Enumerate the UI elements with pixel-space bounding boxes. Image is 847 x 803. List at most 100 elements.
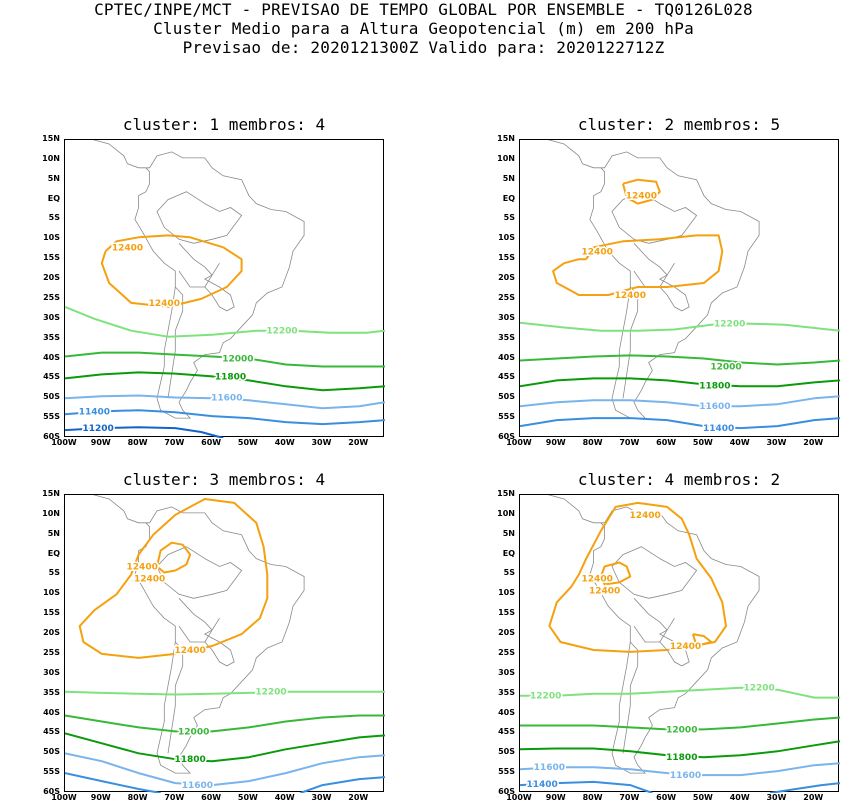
- lat-tick-label: 10S: [43, 233, 60, 243]
- coastline: [178, 598, 213, 643]
- map-frame: 12400 12400 12400 12400 12200 12200 12000 11800…: [519, 494, 840, 793]
- contour-11400: [520, 780, 653, 793]
- coastline: [633, 598, 668, 643]
- contour-label: 12200: [743, 684, 774, 694]
- coastline: [167, 641, 184, 754]
- lon-tick-label: 80W: [582, 438, 603, 447]
- lon-tick-label: 20W: [348, 438, 369, 447]
- lon-tick-label: 50W: [237, 438, 258, 447]
- coastline: [156, 546, 243, 599]
- contour-label: 11600: [699, 402, 730, 412]
- lat-tick-label: 50S: [43, 392, 60, 402]
- lat-tick-label: 35S: [498, 332, 515, 342]
- lat-tick-label: 15N: [497, 134, 515, 143]
- lat-tick-label: 60S: [43, 787, 60, 796]
- contour-11800: [520, 740, 840, 759]
- contour-label: 11600: [211, 394, 242, 404]
- coastline: [94, 140, 305, 419]
- contour-label: 12200: [266, 327, 297, 337]
- lon-tick-label: 40W: [274, 793, 295, 802]
- lat-tick-label: 20S: [498, 628, 515, 638]
- contour-12400: [100, 234, 243, 308]
- contour-label: 11800: [174, 755, 205, 765]
- contour-11400: [769, 782, 840, 793]
- contour-12400: [691, 633, 713, 647]
- contour-11800: [65, 732, 385, 763]
- lon-tick-label: 90W: [90, 438, 111, 447]
- lon-tick-label: 60W: [656, 438, 677, 447]
- coastline: [94, 495, 305, 774]
- lon-tick-label: 30W: [311, 438, 332, 447]
- lon-tick-label: 70W: [619, 438, 640, 447]
- contour-11200: [65, 426, 224, 438]
- lat-tick-label: 5S: [48, 568, 60, 578]
- coastline: [203, 262, 235, 312]
- cluster-panel-3: cluster: 3 membros: 4 12400 12400 12400 1220…: [42, 470, 385, 802]
- contour-label: 12200: [255, 688, 286, 698]
- lat-tick-label: 30S: [43, 312, 60, 322]
- lat-tick-label: 50S: [498, 392, 515, 402]
- coastline: [658, 617, 690, 667]
- lon-tick-label: 60W: [201, 793, 222, 802]
- contour-label: 12400: [589, 586, 620, 596]
- contour-label: 12400: [582, 574, 613, 584]
- lat-tick-label: 45S: [43, 727, 60, 737]
- contour-label: 12400: [174, 646, 205, 656]
- contour-11600: [65, 752, 385, 787]
- lat-tick-label: 30S: [498, 667, 515, 677]
- lat-tick-label: 45S: [498, 727, 515, 737]
- lon-tick-label: 30W: [766, 438, 787, 447]
- contour-map: 12400 12400 12400 12400 12200 12200 12000 11800…: [520, 495, 840, 793]
- lon-tick-label: 80W: [127, 793, 148, 802]
- lat-tick-label: 5N: [502, 173, 515, 183]
- lon-tick-label: 60W: [656, 793, 677, 802]
- coastline: [549, 495, 760, 774]
- contour-label: 11800: [215, 372, 246, 382]
- lat-tick-label: 55S: [43, 412, 60, 422]
- contour-12400: [548, 501, 727, 653]
- lat-tick-label: 35S: [498, 687, 515, 697]
- lon-tick-label: 40W: [729, 793, 750, 802]
- contour-12400: [599, 561, 632, 586]
- lon-tick-label: 80W: [582, 793, 603, 802]
- contour-12000: [520, 716, 840, 731]
- lon-tick-label: 20W: [348, 793, 369, 802]
- panel-title: cluster: 4 membros: 2: [577, 470, 781, 489]
- contour-label: 12000: [710, 363, 741, 373]
- contour-label: 11400: [526, 780, 557, 790]
- contour-label: 12000: [222, 355, 253, 365]
- cluster-panel-2: cluster: 2 membros: 5 12400 12400 12400 1220…: [497, 115, 840, 447]
- coastline: [549, 140, 760, 419]
- coastline: [622, 641, 639, 754]
- lat-tick-label: 10S: [498, 588, 515, 598]
- lon-tick-label: 50W: [692, 438, 713, 447]
- lat-tick-label: 60S: [498, 787, 515, 796]
- lon-tick-label: 50W: [237, 793, 258, 802]
- lat-tick-label: 30S: [43, 667, 60, 677]
- contour-label: 11600: [534, 763, 565, 773]
- contour-11400: [300, 776, 385, 793]
- lon-tick-label: 90W: [545, 793, 566, 802]
- contour-label: 12400: [112, 243, 143, 253]
- coastline: [611, 191, 698, 244]
- lat-tick-label: 15N: [42, 489, 60, 498]
- panel-title: cluster: 3 membros: 4: [122, 470, 326, 489]
- lat-tick-label: 60S: [43, 432, 60, 441]
- contour-11400: [65, 409, 385, 426]
- lat-tick-label: 10N: [42, 153, 60, 163]
- lat-tick-label: 25S: [43, 292, 60, 302]
- lat-tick-label: 55S: [43, 767, 60, 777]
- contour-12200: [520, 686, 840, 699]
- lat-tick-label: 60S: [498, 432, 515, 441]
- lat-tick-label: 15S: [43, 253, 60, 263]
- lon-tick-label: 40W: [729, 438, 750, 447]
- lon-tick-label: 50W: [692, 793, 713, 802]
- contour-12000: [520, 354, 840, 366]
- lat-tick-label: 10N: [42, 508, 60, 518]
- contour-label: 11600: [670, 771, 701, 781]
- contour-12400: [156, 541, 192, 574]
- contour-label: 11200: [82, 424, 113, 434]
- lat-tick-label: 55S: [498, 767, 515, 777]
- coastline: [611, 546, 698, 599]
- contour-11600: [520, 395, 840, 408]
